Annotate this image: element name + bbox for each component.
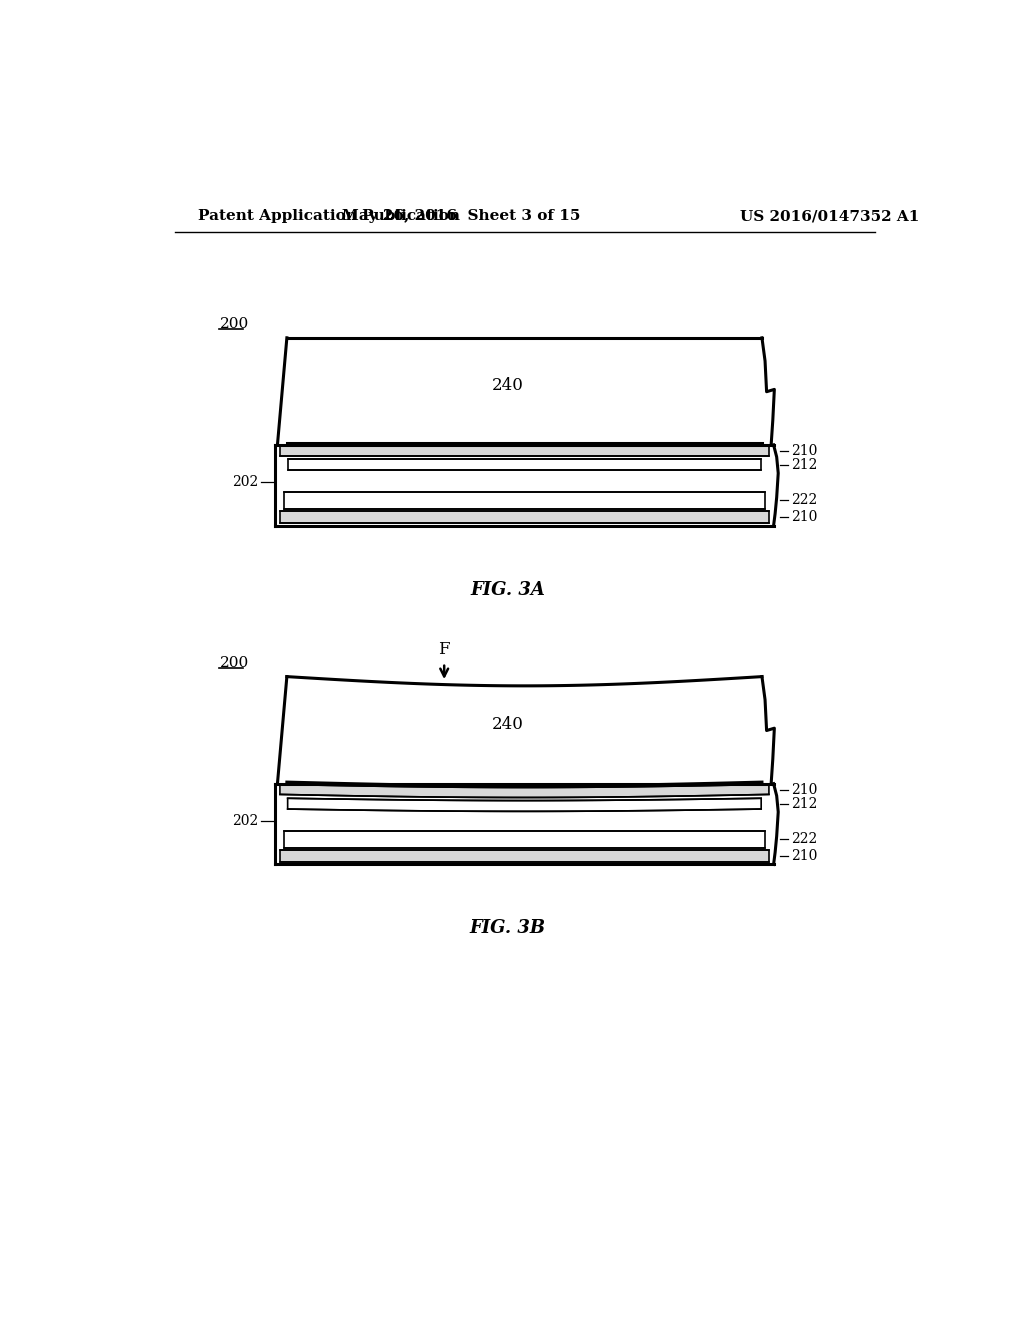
Polygon shape <box>280 784 769 797</box>
Text: 240: 240 <box>492 378 523 395</box>
Polygon shape <box>284 830 765 847</box>
Text: 222: 222 <box>791 832 817 846</box>
Polygon shape <box>280 850 769 862</box>
Text: 210: 210 <box>791 849 817 863</box>
Text: US 2016/0147352 A1: US 2016/0147352 A1 <box>740 209 920 223</box>
Text: FIG. 3B: FIG. 3B <box>470 920 546 937</box>
Text: 202: 202 <box>232 475 258 488</box>
Text: 200: 200 <box>219 317 249 331</box>
Polygon shape <box>288 799 761 812</box>
Text: 200: 200 <box>219 656 249 669</box>
Text: 210: 210 <box>791 783 817 797</box>
Polygon shape <box>284 492 765 508</box>
Polygon shape <box>280 446 769 455</box>
Text: FIG. 3A: FIG. 3A <box>470 581 545 598</box>
Text: 240: 240 <box>492 715 523 733</box>
Text: F: F <box>438 642 450 659</box>
Text: 210: 210 <box>791 511 817 524</box>
Text: 212: 212 <box>791 797 817 810</box>
Text: May 26, 2016  Sheet 3 of 15: May 26, 2016 Sheet 3 of 15 <box>342 209 581 223</box>
Polygon shape <box>288 459 761 470</box>
Text: 212: 212 <box>791 458 817 471</box>
Text: 210: 210 <box>791 444 817 458</box>
Polygon shape <box>280 511 769 524</box>
Text: 222: 222 <box>791 494 817 507</box>
Text: Patent Application Publication: Patent Application Publication <box>198 209 460 223</box>
Text: 202: 202 <box>232 813 258 828</box>
